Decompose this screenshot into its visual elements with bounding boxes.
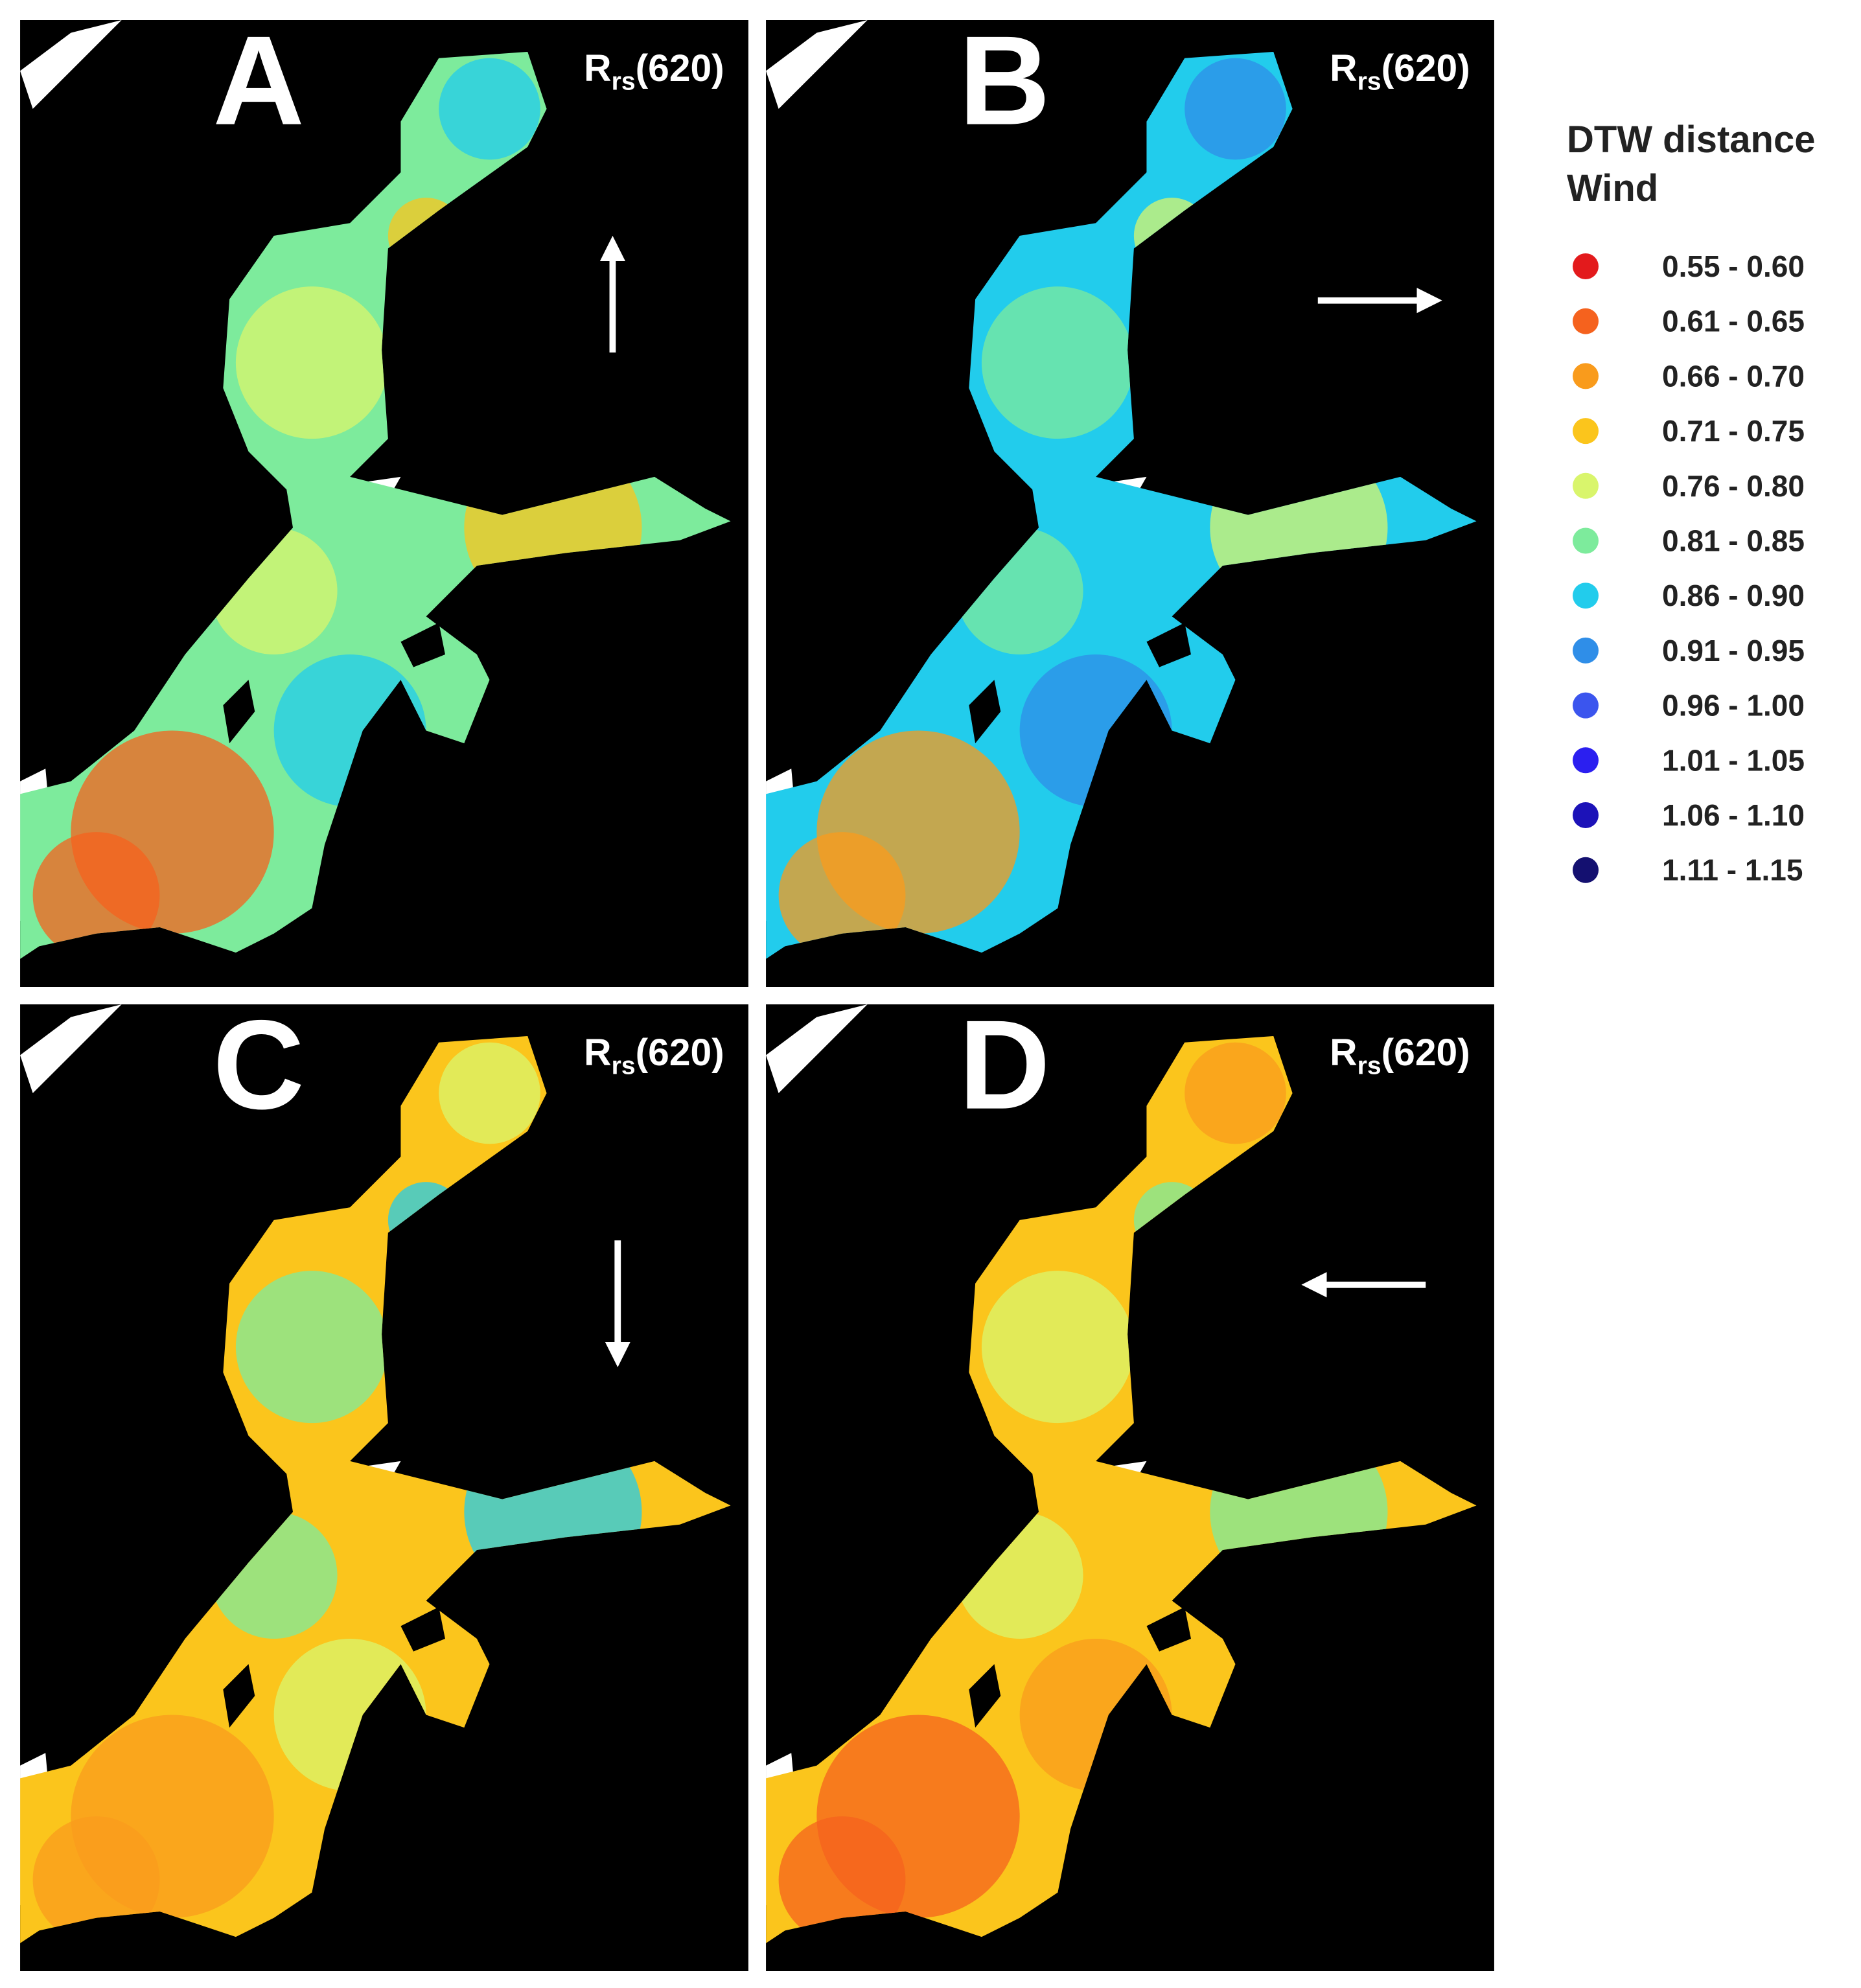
panel-title: Rrs(620) [1330, 47, 1470, 96]
title-main: R [1330, 47, 1357, 89]
map-panel: C Rrs(620) [20, 995, 748, 1971]
sea-patch [32, 832, 160, 959]
legend-swatch [1573, 583, 1599, 609]
legend-swatch [1573, 747, 1599, 774]
legend-label: 0.76 - 0.80 [1662, 469, 1805, 503]
map-panel: A Rrs(620) [20, 10, 748, 987]
legend-swatch [1573, 527, 1599, 554]
island [223, 1607, 445, 1728]
legend-label: 0.55 - 0.60 [1662, 249, 1805, 283]
title-tail: (620) [636, 1032, 724, 1074]
map-panel: D Rrs(620) [766, 995, 1494, 1971]
legend-swatch [1573, 308, 1599, 334]
legend-title: DTW distance [1567, 119, 1816, 161]
title-main: R [584, 1032, 611, 1074]
sea-patch [981, 1271, 1134, 1424]
legend-swatch [1573, 692, 1599, 719]
panel-label: A [213, 10, 304, 152]
legend-swatch [1573, 418, 1599, 445]
title-sub: rs [612, 68, 636, 96]
title-sub: rs [1358, 68, 1381, 96]
legend-label: 1.01 - 1.05 [1662, 743, 1805, 777]
legend-swatch [1573, 857, 1599, 883]
sea-patch [981, 286, 1134, 439]
legend-swatch [1573, 253, 1599, 279]
legend-label: 0.86 - 0.90 [1662, 579, 1805, 612]
sea-patch [32, 1816, 160, 1943]
legend-swatch [1573, 363, 1599, 389]
island [223, 623, 445, 744]
panel-label: D [958, 995, 1050, 1136]
sea-patch [1185, 1042, 1286, 1144]
title-main: R [1330, 1032, 1357, 1074]
title-tail: (620) [1381, 1032, 1470, 1074]
sea-patch [778, 832, 906, 959]
legend-label: 0.61 - 0.65 [1662, 305, 1805, 338]
legend-label: 1.06 - 1.10 [1662, 798, 1805, 832]
legend-swatch [1573, 472, 1599, 499]
panel-title: Rrs(620) [584, 1032, 724, 1080]
sea-patch [235, 1271, 388, 1424]
title-tail: (620) [636, 47, 724, 89]
legend-label: 0.71 - 0.75 [1662, 414, 1805, 448]
title-main: R [584, 47, 611, 89]
panel-title: Rrs(620) [1330, 1032, 1470, 1080]
legend-label: 0.81 - 0.85 [1662, 524, 1805, 558]
panel-label: C [213, 995, 304, 1136]
panel-title: Rrs(620) [584, 47, 724, 96]
island [969, 1607, 1191, 1728]
sea-patch [1185, 58, 1286, 160]
title-sub: rs [612, 1052, 636, 1080]
legend-swatch [1573, 802, 1599, 828]
legend-label: 0.91 - 0.95 [1662, 634, 1805, 667]
legend-title: Wind [1567, 167, 1658, 209]
sea-patch [778, 1816, 906, 1943]
legend-label: 0.96 - 1.00 [1662, 689, 1805, 722]
island [969, 623, 1191, 744]
legend-swatch [1573, 637, 1599, 664]
legend-label: 0.66 - 0.70 [1662, 359, 1805, 393]
legend-label: 1.11 - 1.15 [1662, 853, 1803, 887]
title-sub: rs [1358, 1052, 1381, 1080]
sea-patch [439, 1042, 540, 1144]
map-panel: B Rrs(620) [766, 10, 1494, 987]
sea-patch [439, 58, 540, 160]
panel-label: B [958, 10, 1050, 152]
title-tail: (620) [1381, 47, 1470, 89]
sea-patch [235, 286, 388, 439]
